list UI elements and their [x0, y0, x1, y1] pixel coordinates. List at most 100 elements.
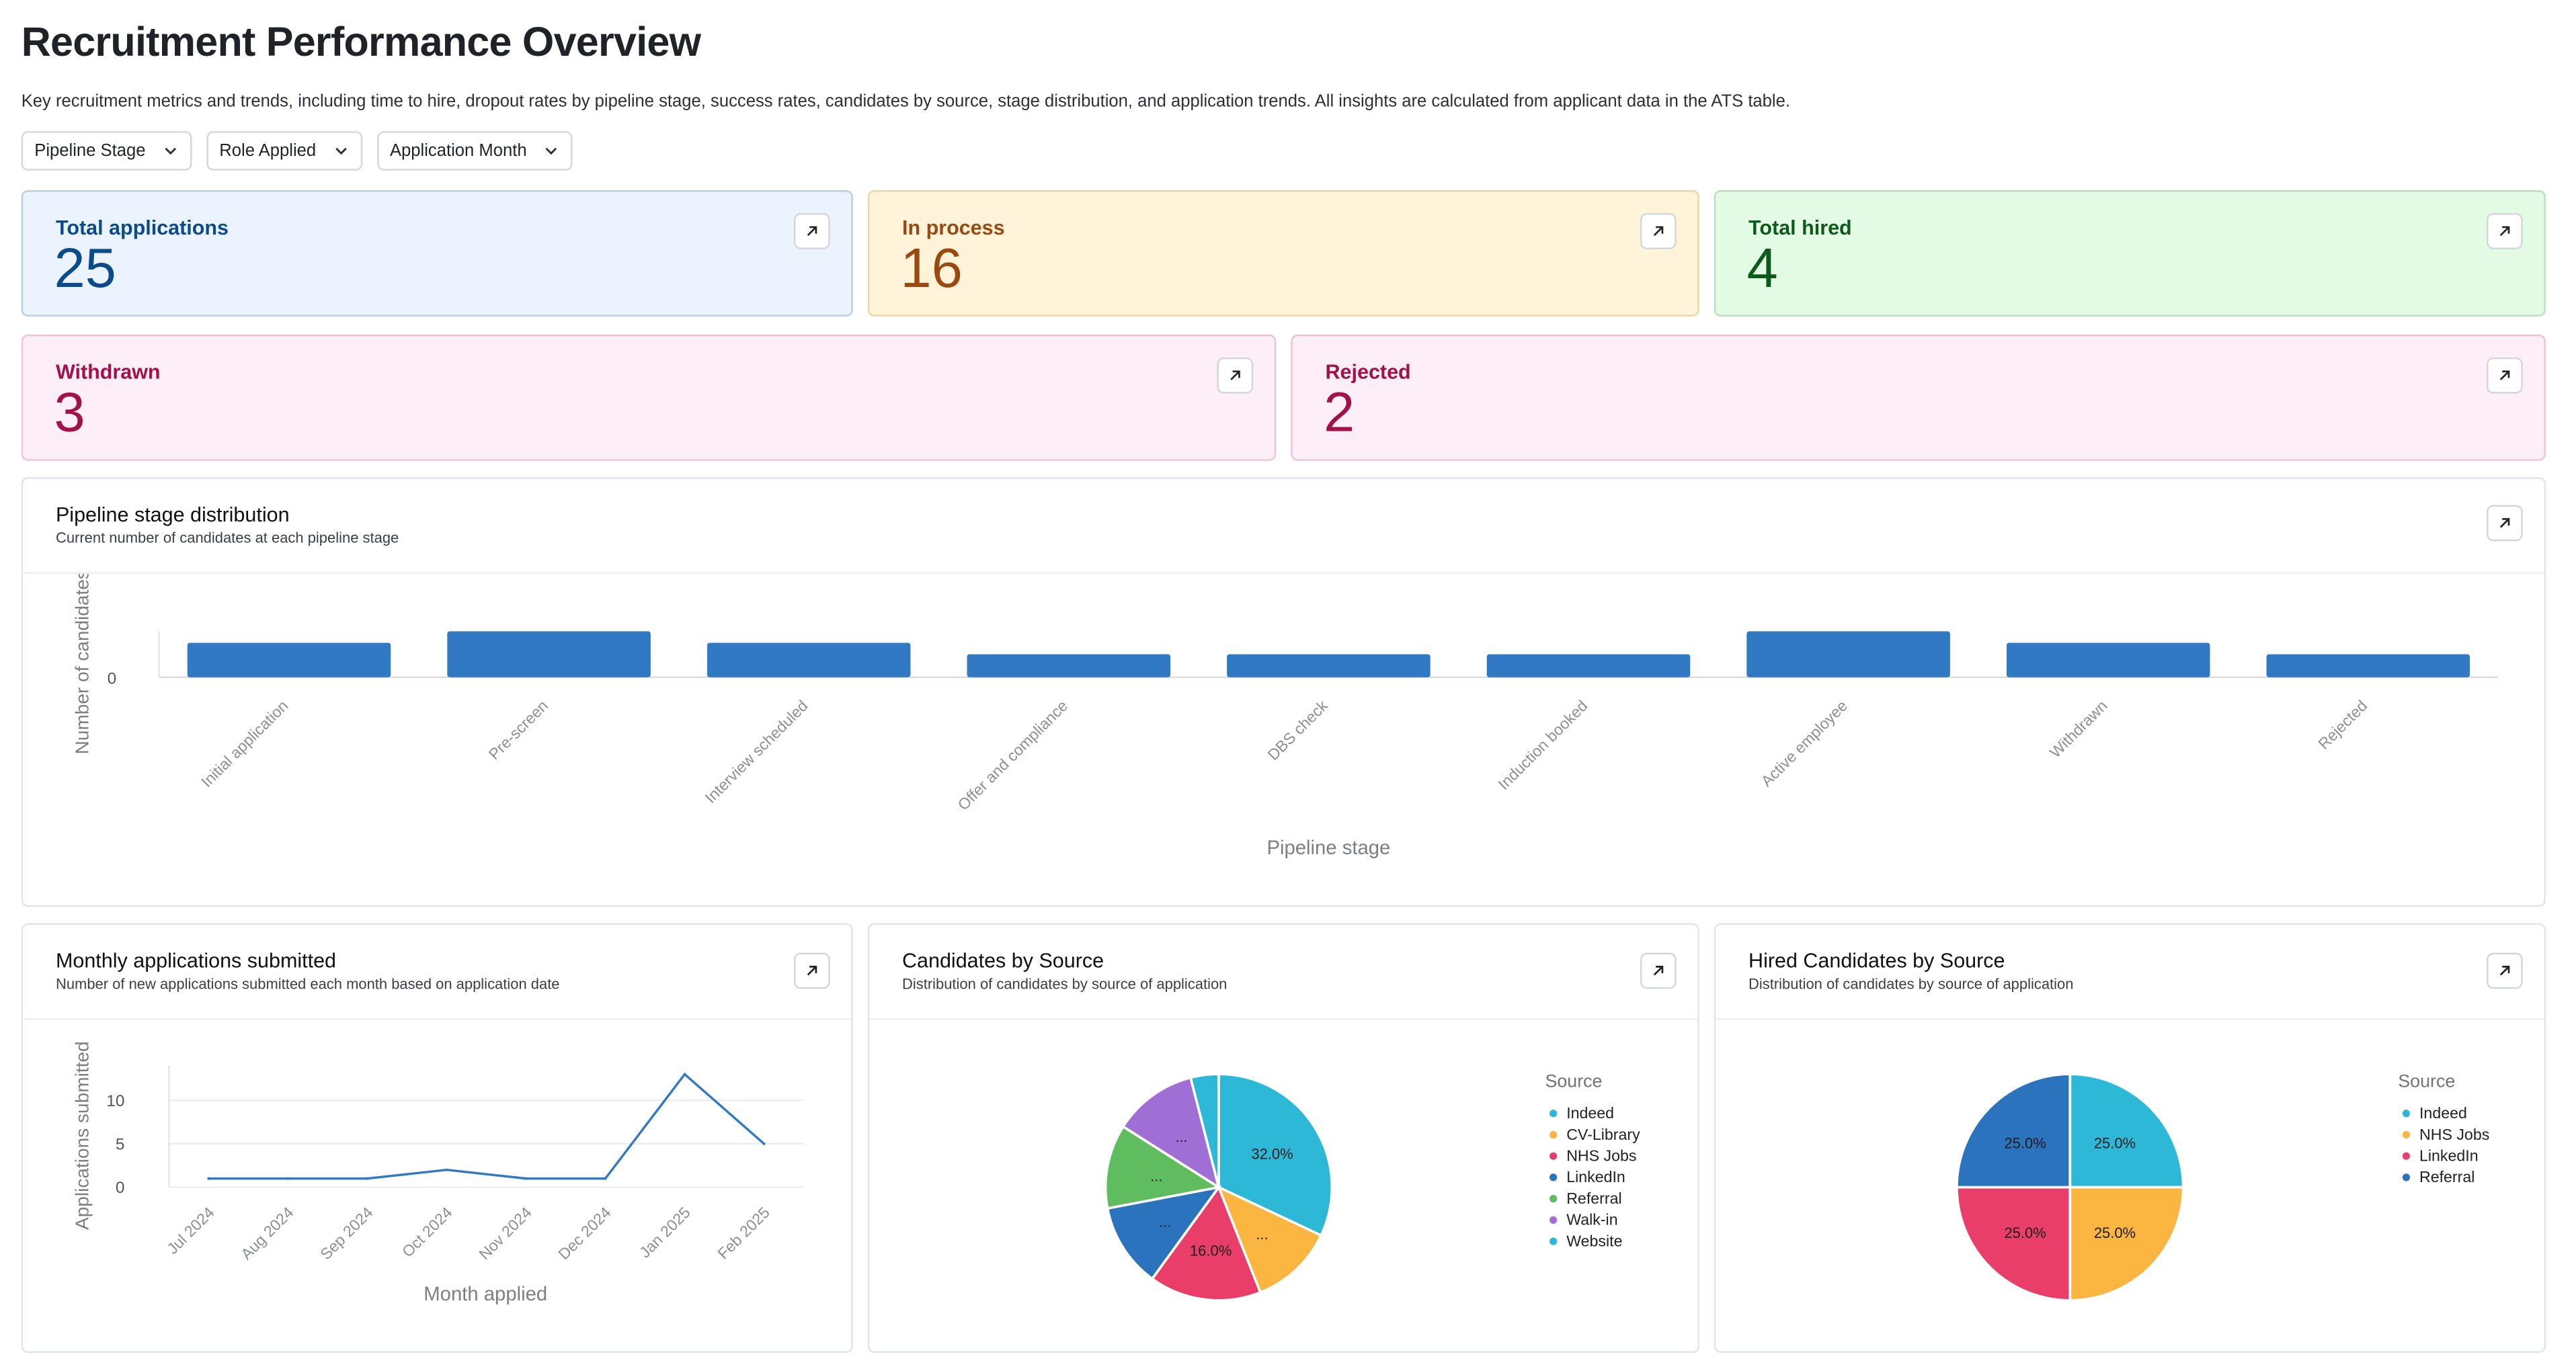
- pie-data-label: 32.0%: [1251, 1146, 1293, 1163]
- x-axis-title: Month applied: [424, 1283, 547, 1305]
- legend-label: Walk-in: [1566, 1211, 1617, 1229]
- hired-pie-chart: 25.0% 25.0% 25.0% 25.0% Source Indeed NHS Jobs…: [1956, 1071, 2489, 1302]
- pipeline-chart-card: Pipeline stage distribution Current numb…: [21, 477, 2546, 907]
- chart-title: Hired Candidates by Source: [1748, 949, 2005, 972]
- divider: [1716, 1018, 2544, 1020]
- pie-data-label: 25.0%: [2004, 1134, 2046, 1151]
- y-axis-title-clip: Number of candidates: [72, 570, 93, 754]
- monthly-line-chart: 0 5 10 Jul 2024 Aug 2024 Sep 2024 Oct 2024 Nov …: [72, 1041, 804, 1305]
- arrow-up-right-icon: [2499, 370, 2510, 380]
- expand-button[interactable]: [2487, 952, 2523, 989]
- chart-title: Candidates by Source: [902, 949, 1104, 972]
- x-tick-label: Dec 2024: [555, 1204, 614, 1263]
- legend-swatch: [1549, 1195, 1558, 1203]
- chart-subtitle: Number of new applications submitted eac…: [55, 975, 560, 993]
- bar: [1746, 631, 1950, 677]
- bar: [1486, 654, 1691, 677]
- divider: [23, 1018, 852, 1020]
- chevron-down-icon: [545, 147, 557, 155]
- kpi-value: 2: [1324, 382, 1355, 445]
- x-tick-label: Rejected: [2315, 697, 2370, 753]
- pie-slice: [1217, 1073, 1334, 1237]
- series-line: [208, 1072, 765, 1180]
- y-tick-label: 5: [116, 1135, 125, 1153]
- data-point: [683, 1073, 686, 1076]
- source-chart-card: Candidates by Source Distribution of can…: [867, 923, 1699, 1353]
- expand-button[interactable]: [1640, 213, 1677, 249]
- legend-label: NHS Jobs: [1566, 1147, 1636, 1165]
- chart-subtitle: Distribution of candidates by source of …: [1748, 975, 2074, 993]
- bar: [2266, 654, 2470, 677]
- arrow-up-right-icon: [1230, 370, 1240, 380]
- bar: [187, 642, 391, 677]
- pie-data-label: 16.0%: [1190, 1243, 1232, 1259]
- data-point: [207, 1177, 210, 1180]
- y-tick-label: 0: [116, 1179, 125, 1197]
- legend-label: Website: [1566, 1232, 1622, 1249]
- legend-swatch: [2402, 1152, 2411, 1160]
- legend-swatch: [2402, 1130, 2411, 1139]
- pie-slice: [1106, 1185, 1222, 1281]
- legend-swatch: [1549, 1216, 1558, 1224]
- chart-title: Monthly applications submitted: [55, 949, 337, 972]
- pie-data-label: ...: [1175, 1128, 1187, 1145]
- pie-data-label: ...: [1256, 1226, 1268, 1243]
- legend-swatch: [1549, 1130, 1558, 1139]
- y-tick-label: 0: [108, 669, 117, 688]
- kpi-label: Rejected: [1325, 360, 1411, 384]
- kpi-total-applications: Total applications 25: [21, 190, 853, 317]
- chevron-down-icon: [335, 147, 347, 155]
- legend-swatch: [1549, 1152, 1558, 1160]
- legend-swatch: [1549, 1173, 1558, 1181]
- legend-swatch: [1549, 1110, 1558, 1118]
- expand-button[interactable]: [1640, 952, 1677, 989]
- arrow-up-right-icon: [2499, 517, 2510, 528]
- expand-button[interactable]: [793, 213, 830, 249]
- bar: [2006, 642, 2210, 677]
- expand-button[interactable]: [1217, 357, 1254, 394]
- filter-label: Pipeline Stage: [34, 140, 146, 161]
- legend-label: Referral: [2419, 1168, 2474, 1186]
- kpi-value: 4: [1746, 237, 1778, 300]
- legend-label: Indeed: [2419, 1104, 2467, 1122]
- y-axis-title: Number of candidates: [72, 570, 93, 754]
- x-tick-label: Oct 2024: [399, 1204, 456, 1261]
- expand-button[interactable]: [793, 952, 830, 989]
- application-month-filter[interactable]: Application Month: [376, 131, 573, 171]
- pie-slice: [1121, 1076, 1221, 1190]
- x-tick-label: Withdrawn: [2046, 697, 2111, 761]
- expand-button[interactable]: [2487, 357, 2523, 394]
- legend-title: Source: [2398, 1071, 2455, 1091]
- kpi-total-hired: Total hired 4: [1714, 190, 2546, 317]
- pie-slice: [2068, 1073, 2185, 1189]
- kpi-value: 25: [54, 237, 116, 300]
- kpi-label: Total applications: [55, 216, 229, 240]
- pipeline-stage-filter[interactable]: Pipeline Stage: [21, 131, 192, 171]
- expand-button[interactable]: [2487, 213, 2523, 249]
- arrow-up-right-icon: [807, 226, 817, 237]
- filter-label: Application Month: [389, 140, 527, 161]
- role-applied-filter[interactable]: Role Applied: [206, 131, 362, 171]
- y-axis-title: Applications submitted: [72, 1041, 93, 1230]
- expand-button[interactable]: [2487, 505, 2523, 542]
- pie-slice: [1189, 1073, 1220, 1188]
- x-tick-label: Interview scheduled: [702, 697, 811, 806]
- kpi-label: Total hired: [1748, 216, 1852, 240]
- pie-data-label: ...: [1150, 1167, 1162, 1184]
- bar: [1227, 654, 1431, 677]
- legend-label: Indeed: [1566, 1104, 1614, 1122]
- x-tick-label: Offer and compliance: [955, 697, 1072, 814]
- x-tick-label: Active employee: [1758, 697, 1851, 790]
- data-point: [604, 1177, 607, 1180]
- arrow-up-right-icon: [807, 966, 817, 976]
- data-point: [286, 1177, 290, 1180]
- pie-slice: [1956, 1186, 2072, 1302]
- x-tick-label: Feb 2025: [714, 1204, 773, 1263]
- legend-title: Source: [1545, 1071, 1602, 1091]
- legend-label: LinkedIn: [2419, 1147, 2479, 1165]
- hired-chart-card: Hired Candidates by Source Distribution …: [1714, 923, 2546, 1353]
- x-axis-title: Pipeline stage: [1266, 837, 1390, 859]
- page-description: Key recruitment metrics and trends, incl…: [21, 91, 1790, 112]
- arrow-up-right-icon: [2499, 966, 2510, 976]
